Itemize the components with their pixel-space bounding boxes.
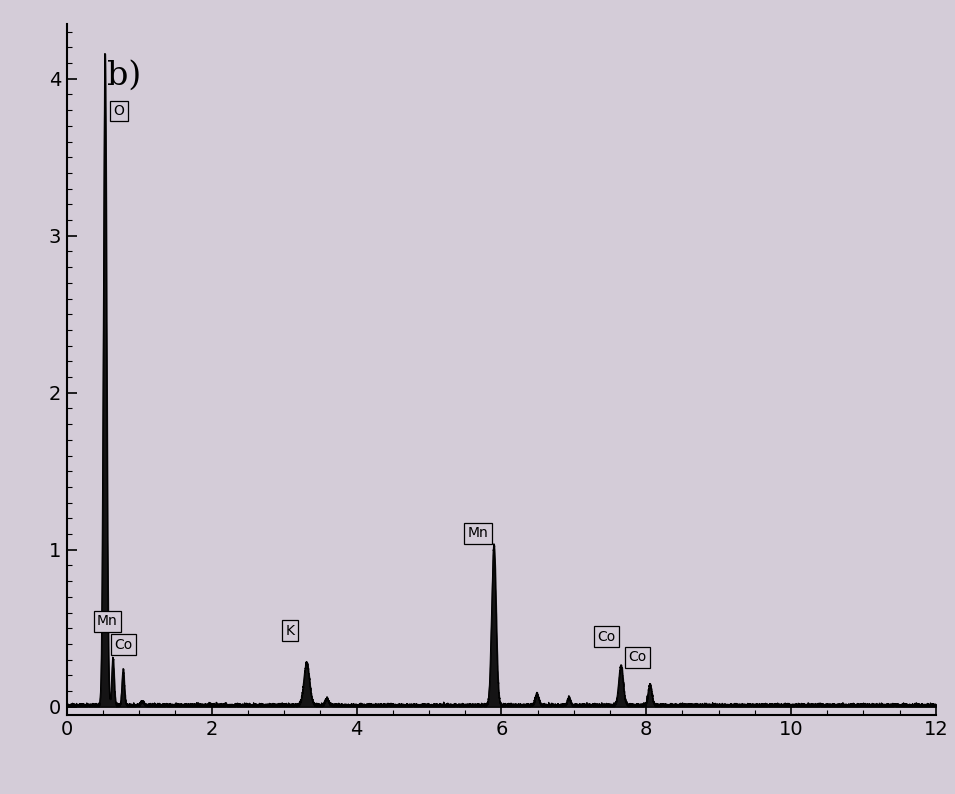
Text: K: K (286, 623, 294, 638)
Text: Co: Co (628, 650, 647, 665)
Text: Co: Co (597, 630, 616, 644)
Text: O: O (114, 104, 124, 118)
Text: b): b) (107, 60, 141, 92)
Text: Mn: Mn (468, 526, 489, 541)
Text: Mn: Mn (97, 615, 117, 628)
Text: Co: Co (115, 638, 133, 652)
